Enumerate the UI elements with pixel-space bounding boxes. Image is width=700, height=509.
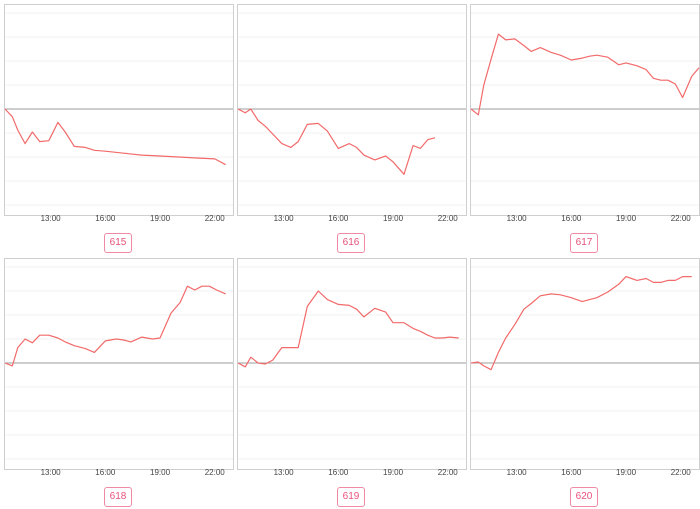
chart-panel-618: 13:00 16:00 19:00 22:00 618 [4,258,234,508]
x-tick-label: 22:00 [671,468,692,477]
x-tick-label: 19:00 [150,214,171,223]
x-tick-label: 22:00 [671,214,692,223]
chart-id-badge: 617 [570,233,598,253]
chart-id-badge: 619 [337,487,365,507]
chart-panel-615: 13:00 16:00 19:00 22:00 615 [4,4,234,254]
x-tick-label: 22:00 [205,468,226,477]
x-tick-label: 13:00 [274,214,295,223]
x-tick-label: 22:00 [438,214,459,223]
x-tick-label: 16:00 [328,214,349,223]
x-tick-label: 13:00 [274,468,295,477]
series-line [4,285,226,367]
line-chart-619: 13:00 16:00 19:00 22:00 [237,266,466,477]
line-chart-618: 13:00 16:00 19:00 22:00 [4,266,233,477]
chart-frame: 13:00 16:00 19:00 22:00 [237,258,467,477]
line-chart-617: 13:00 16:00 19:00 22:00 [470,12,700,223]
x-tick-label: 19:00 [383,468,404,477]
chart-frame: 13:00 16:00 19:00 22:00 [4,258,234,477]
line-chart-615: 13:00 16:00 19:00 22:00 [4,12,233,223]
chart-id-badge: 615 [104,233,132,253]
x-tick-label: 22:00 [205,214,226,223]
x-tick-label: 19:00 [616,468,637,477]
chart-id-badge: 620 [570,487,598,507]
chart-panel-619: 13:00 16:00 19:00 22:00 619 [237,258,467,508]
series-line [470,33,700,116]
chart-id-badge: 616 [337,233,365,253]
x-tick-label: 22:00 [438,468,459,477]
x-tick-label: 16:00 [95,468,116,477]
x-tick-label: 16:00 [561,214,582,223]
series-line [470,276,692,371]
x-tick-label: 13:00 [507,468,528,477]
x-tick-label: 13:00 [507,214,528,223]
chart-frame: 13:00 16:00 19:00 22:00 [470,258,700,477]
series-line [4,108,226,166]
x-tick-label: 19:00 [383,214,404,223]
x-tick-label: 13:00 [41,468,62,477]
chart-panel-620: 13:00 16:00 19:00 22:00 620 [470,258,700,508]
series-line [237,108,436,175]
x-tick-label: 16:00 [328,468,349,477]
x-tick-label: 16:00 [95,214,116,223]
series-line [237,290,459,368]
chart-id-badge: 618 [104,487,132,507]
chart-panel-616: 13:00 16:00 19:00 22:00 616 [237,4,467,254]
x-tick-label: 13:00 [41,214,62,223]
chart-frame: 13:00 16:00 19:00 22:00 [237,4,467,223]
chart-frame: 13:00 16:00 19:00 22:00 [470,4,700,223]
line-chart-616: 13:00 16:00 19:00 22:00 [237,12,466,223]
x-tick-label: 16:00 [561,468,582,477]
chart-frame: 13:00 16:00 19:00 22:00 [4,4,234,223]
x-tick-label: 19:00 [150,468,171,477]
x-tick-label: 19:00 [616,214,637,223]
chart-panel-617: 13:00 16:00 19:00 22:00 617 [470,4,700,254]
line-chart-620: 13:00 16:00 19:00 22:00 [470,266,699,477]
